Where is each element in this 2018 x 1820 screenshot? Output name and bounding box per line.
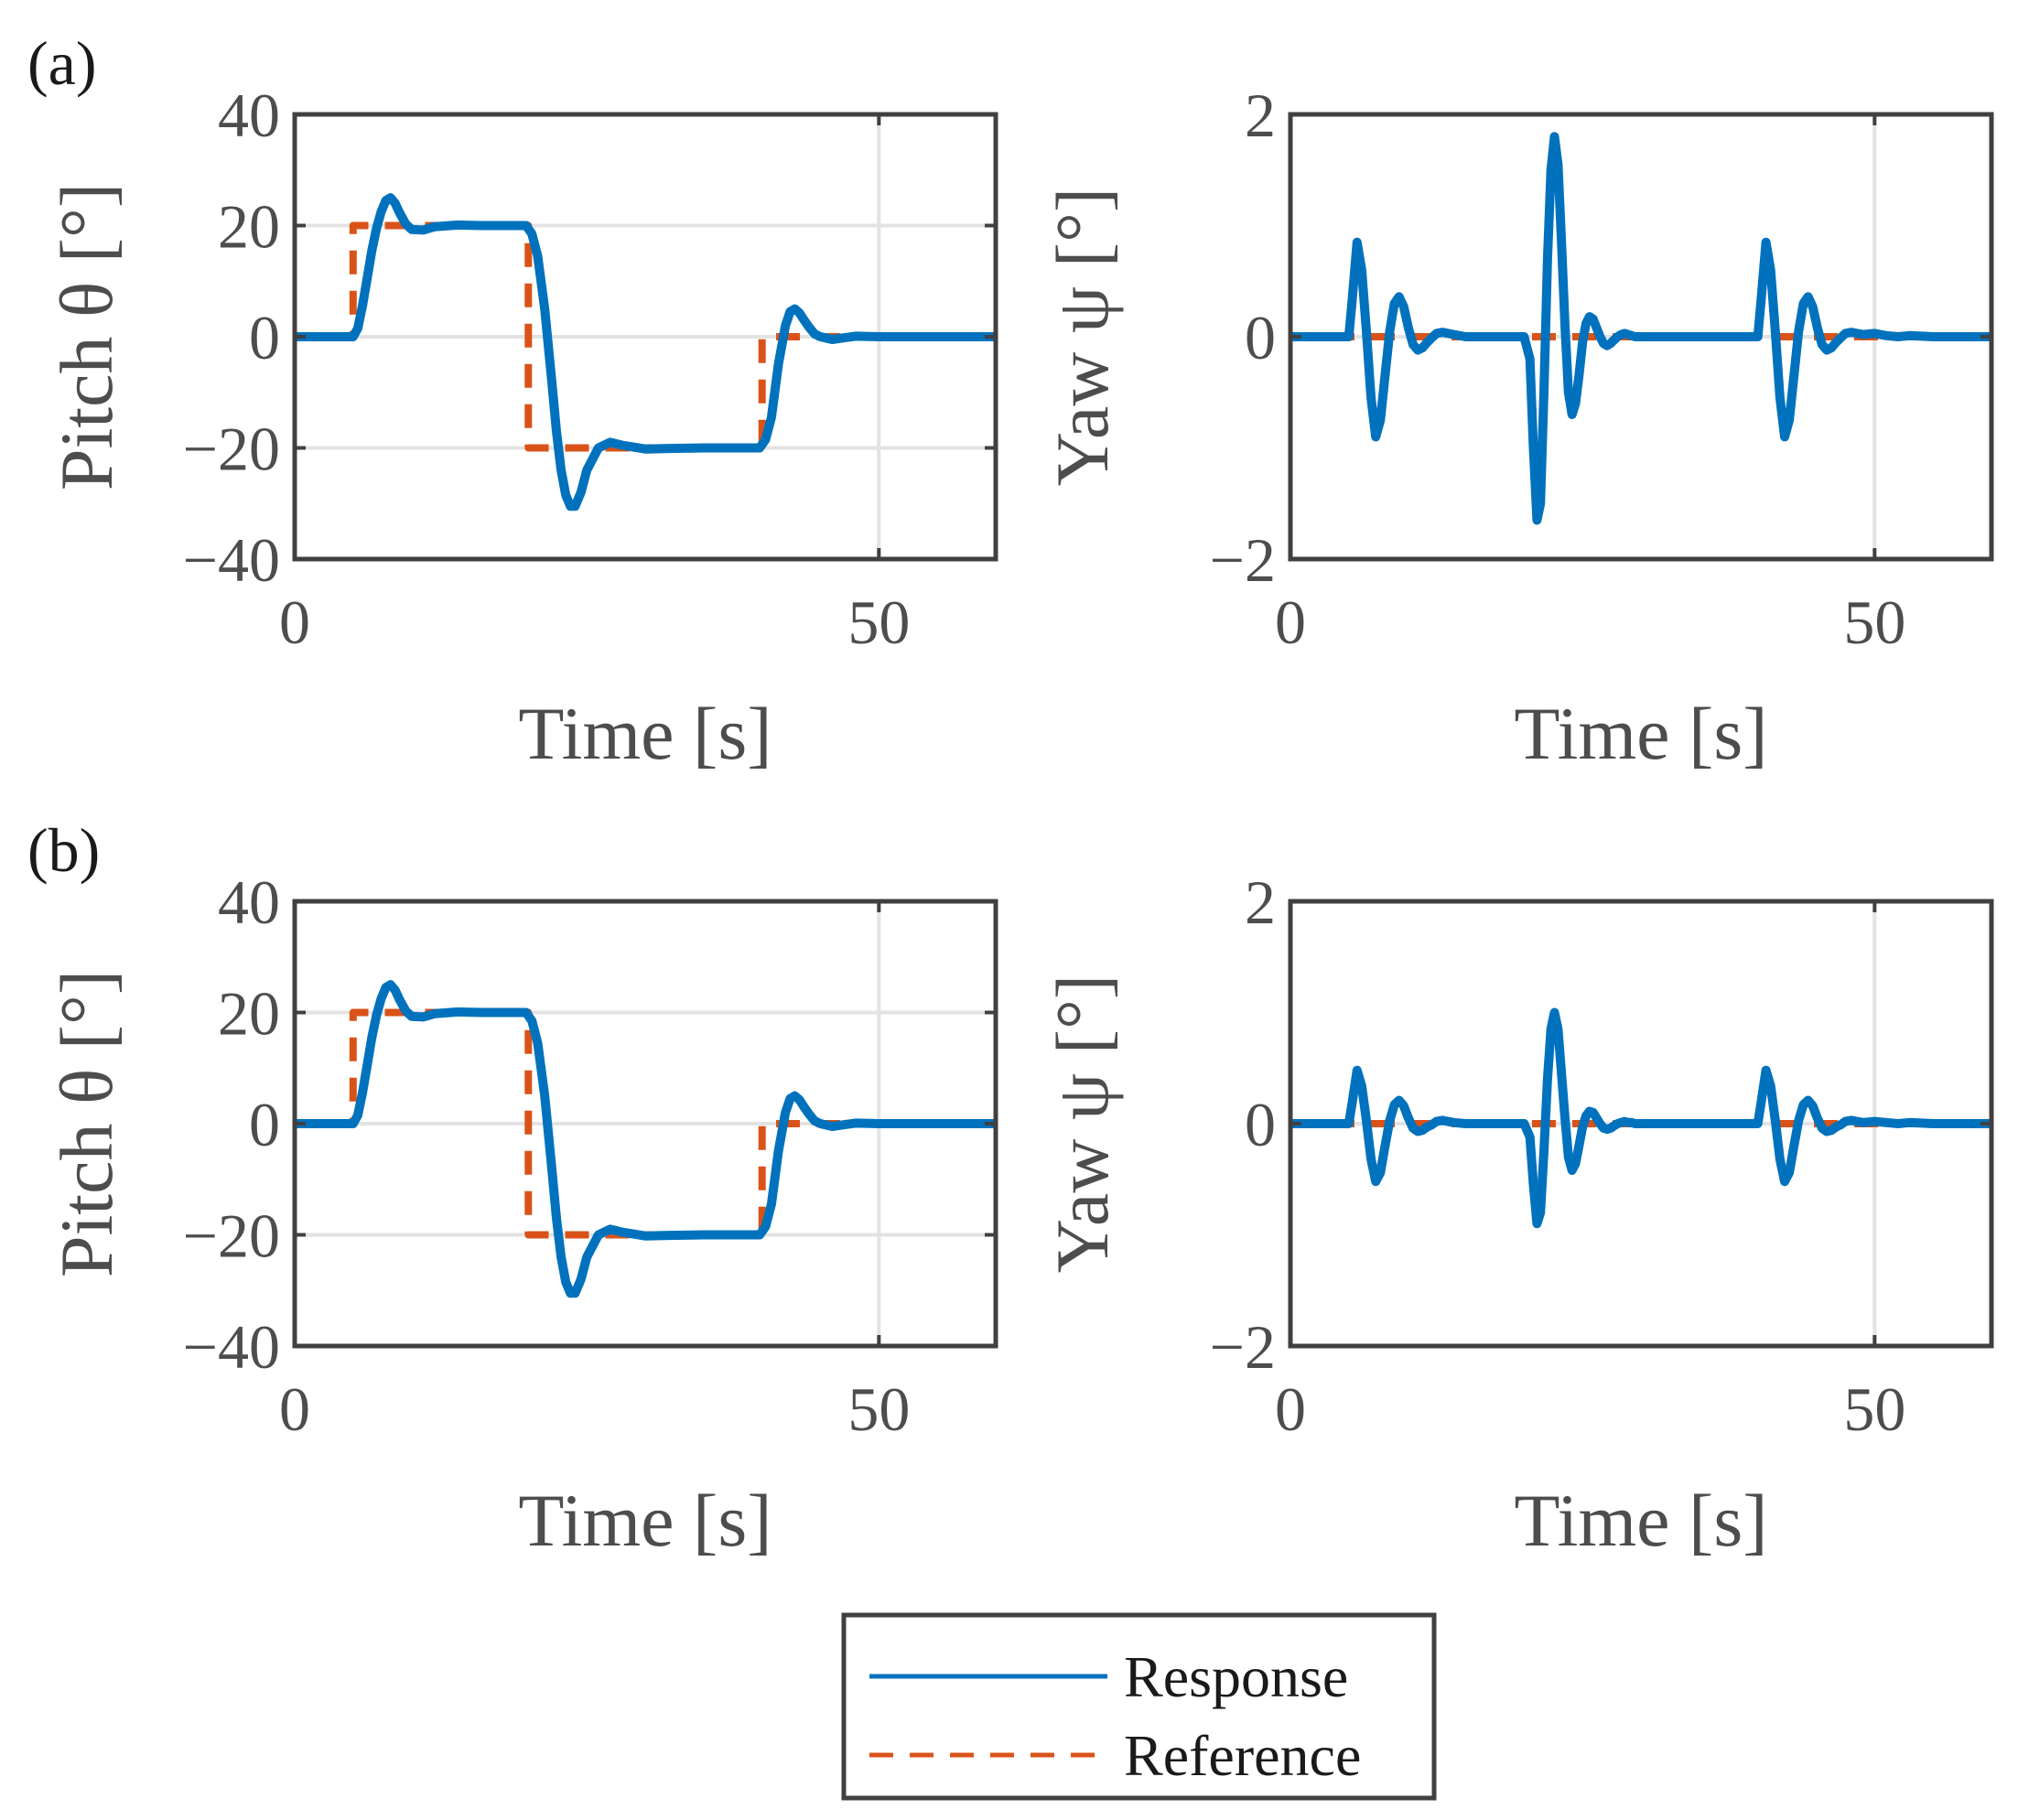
y-tick-label: 20 (218, 192, 280, 262)
series-response-line (295, 980, 996, 1298)
legend-box (841, 1612, 1437, 1801)
series-response-line (1290, 1007, 1991, 1229)
x-tick-label: 50 (1843, 587, 1905, 657)
y-tick-label: −40 (183, 1312, 280, 1382)
series-reference-line (295, 221, 996, 452)
y-axis-label: Pitch θ [°] (45, 970, 128, 1277)
x-axis-label: Time [s] (1514, 1479, 1767, 1562)
x-tick-label: 50 (1843, 1374, 1905, 1444)
x-tick-label: 50 (847, 1374, 910, 1444)
y-tick-label: 40 (218, 867, 280, 937)
y-tick-label: 2 (1245, 81, 1276, 150)
y-tick-label: 0 (249, 1090, 280, 1159)
x-tick-label: 0 (279, 1374, 310, 1444)
y-tick-label: 20 (218, 979, 280, 1049)
panel-label: (a) (27, 28, 96, 98)
series-reference-line (295, 1008, 996, 1239)
x-axis-label: Time [s] (518, 692, 772, 775)
y-tick-label: 40 (218, 81, 280, 150)
y-axis-label: Yaw ψ [°] (1041, 975, 1124, 1273)
series-response-line (295, 193, 996, 512)
y-axis-label: Yaw ψ [°] (1041, 188, 1124, 486)
legend-label-reference: Reference (1124, 1723, 1361, 1788)
y-tick-label: −20 (183, 415, 280, 484)
chart-b-pitch: (b) 0 50 −40 −20 0 20 40 Time [s] Pitch θ [°] (27, 815, 998, 1562)
legend: Response Reference (841, 1612, 1437, 1801)
x-tick-label: 50 (847, 587, 910, 657)
panel-label: (b) (27, 815, 100, 885)
y-tick-label: 0 (1245, 303, 1276, 372)
y-tick-label: −40 (183, 525, 280, 595)
y-tick-label: −2 (1210, 525, 1276, 595)
y-tick-label: −20 (183, 1201, 280, 1271)
x-tick-label: 0 (1275, 1374, 1306, 1444)
x-tick-label: 0 (1275, 587, 1306, 657)
y-tick-label: −2 (1210, 1312, 1276, 1382)
y-tick-label: 0 (1245, 1090, 1276, 1159)
y-axis-label: Pitch θ [°] (45, 183, 128, 490)
x-tick-label: 0 (279, 587, 310, 657)
x-axis-label: Time [s] (518, 1479, 772, 1562)
chart-a-pitch: (a) 0 50 −40 −20 0 20 40 Time [s] Pitch θ [°] (27, 28, 998, 775)
y-tick-label: 2 (1245, 867, 1276, 937)
y-tick-label: 0 (249, 303, 280, 372)
x-axis-label: Time [s] (1514, 692, 1767, 775)
legend-label-response: Response (1124, 1644, 1348, 1709)
series-response-line (1290, 132, 1991, 525)
